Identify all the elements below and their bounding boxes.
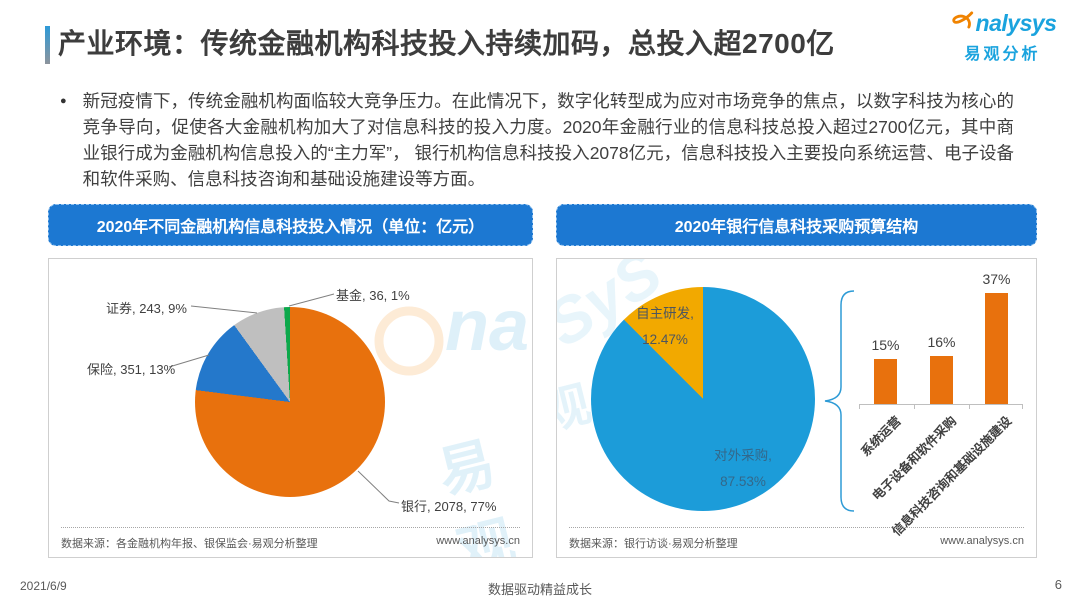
data-source-right: 数据来源：银行访谈·易观分析整理 (569, 538, 738, 550)
pie-label-banks: 银行, 2078, 77% (401, 499, 497, 514)
bar-chart-axis (859, 404, 1023, 409)
bar-value-label: 37% (982, 271, 1011, 287)
watermark-text: na (445, 286, 530, 366)
pie-chart-financial-institutions (195, 307, 385, 497)
website-right: www.analysys.cn (940, 535, 1024, 547)
footer-slogan: 数据驱动精益成长 (487, 582, 592, 597)
title-accent-bar (45, 26, 50, 64)
analysys-logo: nalysys 易观分析 (940, 8, 1065, 64)
right-chart-title: 2020年银行信息科技采购预算结构 (556, 204, 1037, 246)
summary-block: ● 新冠疫情下，传统金融机构面临较大竞争压力。在此情况下，数字化转型成为应对市场… (60, 88, 1014, 192)
panel-divider (61, 527, 520, 528)
left-chart-title: 2020年不同金融机构信息科技投入情况（单位：亿元） (48, 204, 533, 246)
website-left: www.analysys.cn (436, 535, 520, 547)
bar-category-label: 系统运营 (858, 413, 904, 460)
panel-divider (569, 527, 1024, 528)
data-source-left: 数据来源：各金融机构年报、银保监会·易观分析整理 (61, 538, 318, 550)
page-number: 6 (1054, 577, 1062, 592)
bullet-icon: ● (60, 95, 67, 107)
pie-label-inhouse: 自主研发, 12.47% (636, 306, 694, 347)
right-chart-panel: SyS 观 自主研发, 12.47% 对外采购, 87.53% 15% 16% … (556, 258, 1037, 558)
pie-chart-procurement-budget (591, 287, 815, 511)
bar-value-label: 15% (871, 337, 900, 353)
summary-text: 新冠疫情下，传统金融机构面临较大竞争压力。在此情况下，数字化转型成为应对市场竞争… (82, 91, 1014, 189)
logo-brand-text: nalysys (975, 10, 1057, 36)
bar-value-label: 16% (927, 334, 956, 350)
page-title: 产业环境：传统金融机构科技投入持续加码，总投入超2700亿 (58, 28, 835, 59)
bar-equipment-software (930, 356, 953, 404)
bar-system-operation (874, 359, 897, 404)
logo-brand-cn: 易观分析 (964, 46, 1041, 63)
bar-chart-budget-breakdown: 15% 16% 37% (859, 259, 1023, 404)
pie-label-insurance: 保险, 351, 13% (87, 362, 176, 377)
logo-swoosh-icon (949, 8, 975, 39)
pie-label-funds: 基金, 36, 1% (336, 288, 410, 303)
pie-label-securities: 证券, 243, 9% (106, 301, 187, 316)
pie-label-external: 对外采购, 87.53% (714, 448, 772, 489)
footer-date: 2021/6/9 (20, 579, 67, 593)
left-chart-panel: na 易观 证券, 243, 9% 基金, 36, 1% 保险, 351, 13… (48, 258, 533, 558)
bar-consulting-infrastructure (985, 293, 1008, 404)
